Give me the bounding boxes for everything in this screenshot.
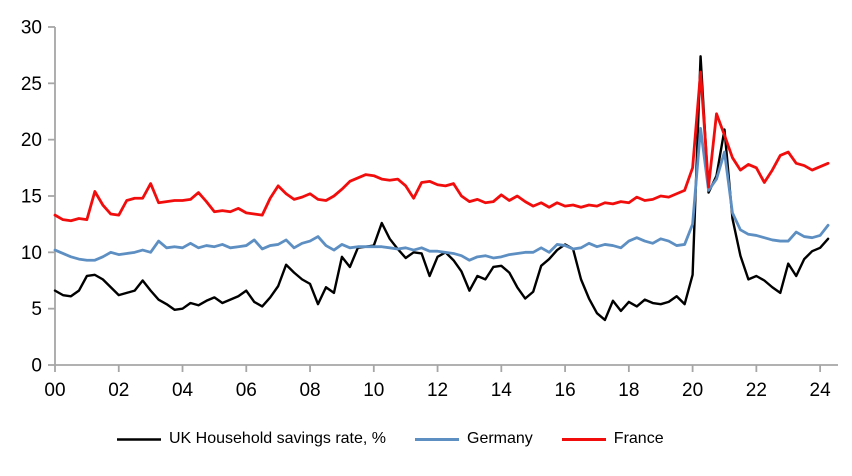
svg-text:04: 04 xyxy=(172,380,194,401)
legend-label-uk: UK Household savings rate, % xyxy=(169,430,386,447)
legend-item-uk: UK Household savings rate, % xyxy=(116,430,386,448)
svg-text:18: 18 xyxy=(618,380,639,401)
svg-text:25: 25 xyxy=(21,74,42,95)
legend-label-germany: Germany xyxy=(467,430,533,447)
svg-text:24: 24 xyxy=(810,380,832,401)
legend-line-germany-icon xyxy=(415,437,459,441)
svg-text:02: 02 xyxy=(108,380,129,401)
series-germany xyxy=(53,126,830,262)
series-uk-household-savings-rate xyxy=(53,55,830,322)
legend-item-germany: Germany xyxy=(414,430,533,448)
svg-text:10: 10 xyxy=(363,380,384,401)
svg-text:15: 15 xyxy=(21,187,42,208)
svg-text:16: 16 xyxy=(555,380,576,401)
svg-text:30: 30 xyxy=(21,17,42,38)
svg-text:10: 10 xyxy=(21,243,42,264)
svg-text:00: 00 xyxy=(44,380,65,401)
y-axis: 0 5 10 15 20 25 30 xyxy=(21,17,56,377)
legend-line-uk-icon xyxy=(117,437,161,441)
svg-text:08: 08 xyxy=(299,380,320,401)
legend: UK Household savings rate, % Germany Fra… xyxy=(116,430,664,448)
x-axis: 00 02 04 06 08 10 12 14 16 18 20 22 24 xyxy=(44,364,838,401)
svg-text:20: 20 xyxy=(682,380,703,401)
series-france xyxy=(53,70,830,223)
legend-item-france: France xyxy=(561,430,664,448)
legend-line-france-icon xyxy=(561,437,606,441)
legend-label-france: France xyxy=(613,430,664,447)
svg-text:20: 20 xyxy=(21,130,42,151)
svg-text:22: 22 xyxy=(746,380,767,401)
plot-area: 0 5 10 15 20 25 30 00 02 04 06 08 10 12 14 16 18 20 22 24 xyxy=(21,17,838,401)
svg-text:14: 14 xyxy=(491,380,513,401)
svg-text:5: 5 xyxy=(31,299,42,320)
svg-text:12: 12 xyxy=(427,380,448,401)
svg-text:0: 0 xyxy=(31,356,42,377)
svg-text:06: 06 xyxy=(236,380,257,401)
